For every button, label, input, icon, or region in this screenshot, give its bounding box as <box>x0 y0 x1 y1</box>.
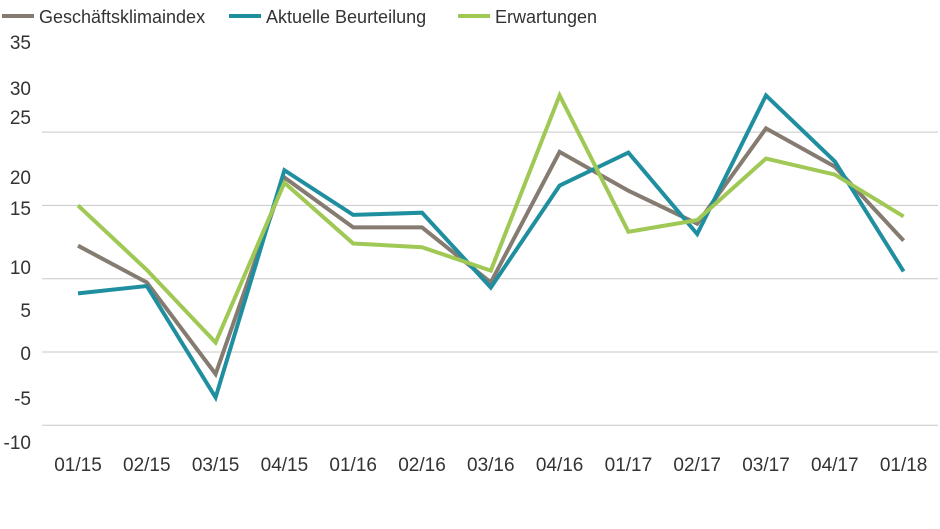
series-line <box>77 92 906 403</box>
legend-label: Aktuelle Beurteilung <box>266 7 426 27</box>
x-tick-label: 02/15 <box>123 455 171 476</box>
legend: Geschäftsklimaindex Aktuelle Beurteilung E… <box>2 7 597 27</box>
legend-label: Erwartungen <box>495 7 597 27</box>
x-tick-label: 02/16 <box>398 455 446 476</box>
legend-label: Geschäftsklimaindex <box>39 7 205 27</box>
y-tick-label: 0 <box>20 344 31 365</box>
y-tick-label: 30 <box>10 79 31 100</box>
x-tick-label: 03/16 <box>467 455 515 476</box>
series-lines <box>76 90 906 403</box>
grid-lines <box>42 131 938 426</box>
x-axis-tick-labels: 01/15 02/15 03/15 04/15 01/16 02/16 03/16 04/16… <box>54 455 927 476</box>
x-tick-label: 03/17 <box>742 455 790 476</box>
x-tick-label: 01/18 <box>880 455 928 476</box>
y-tick-label: 15 <box>10 199 31 220</box>
y-tick-label: 20 <box>10 168 31 189</box>
series-line <box>76 90 905 347</box>
y-tick-label: 25 <box>10 108 31 129</box>
x-tick-label: 04/17 <box>811 455 859 476</box>
series-line <box>77 125 906 379</box>
y-tick-label: 35 <box>10 33 31 54</box>
x-tick-label: 01/17 <box>605 455 653 476</box>
x-tick-label: 04/15 <box>261 455 309 476</box>
x-tick-label: 01/15 <box>54 455 102 476</box>
x-tick-label: 01/16 <box>329 455 377 476</box>
y-tick-label: 10 <box>10 258 31 279</box>
x-tick-label: 02/17 <box>673 455 721 476</box>
y-tick-label: -10 <box>4 433 31 454</box>
x-tick-label: 03/15 <box>192 455 240 476</box>
y-axis-tick-labels: 35 30 25 20 15 10 5 0 -5 -10 <box>4 33 31 454</box>
y-tick-label: 5 <box>20 301 31 322</box>
y-tick-label: -5 <box>14 389 31 410</box>
x-tick-label: 04/16 <box>536 455 584 476</box>
